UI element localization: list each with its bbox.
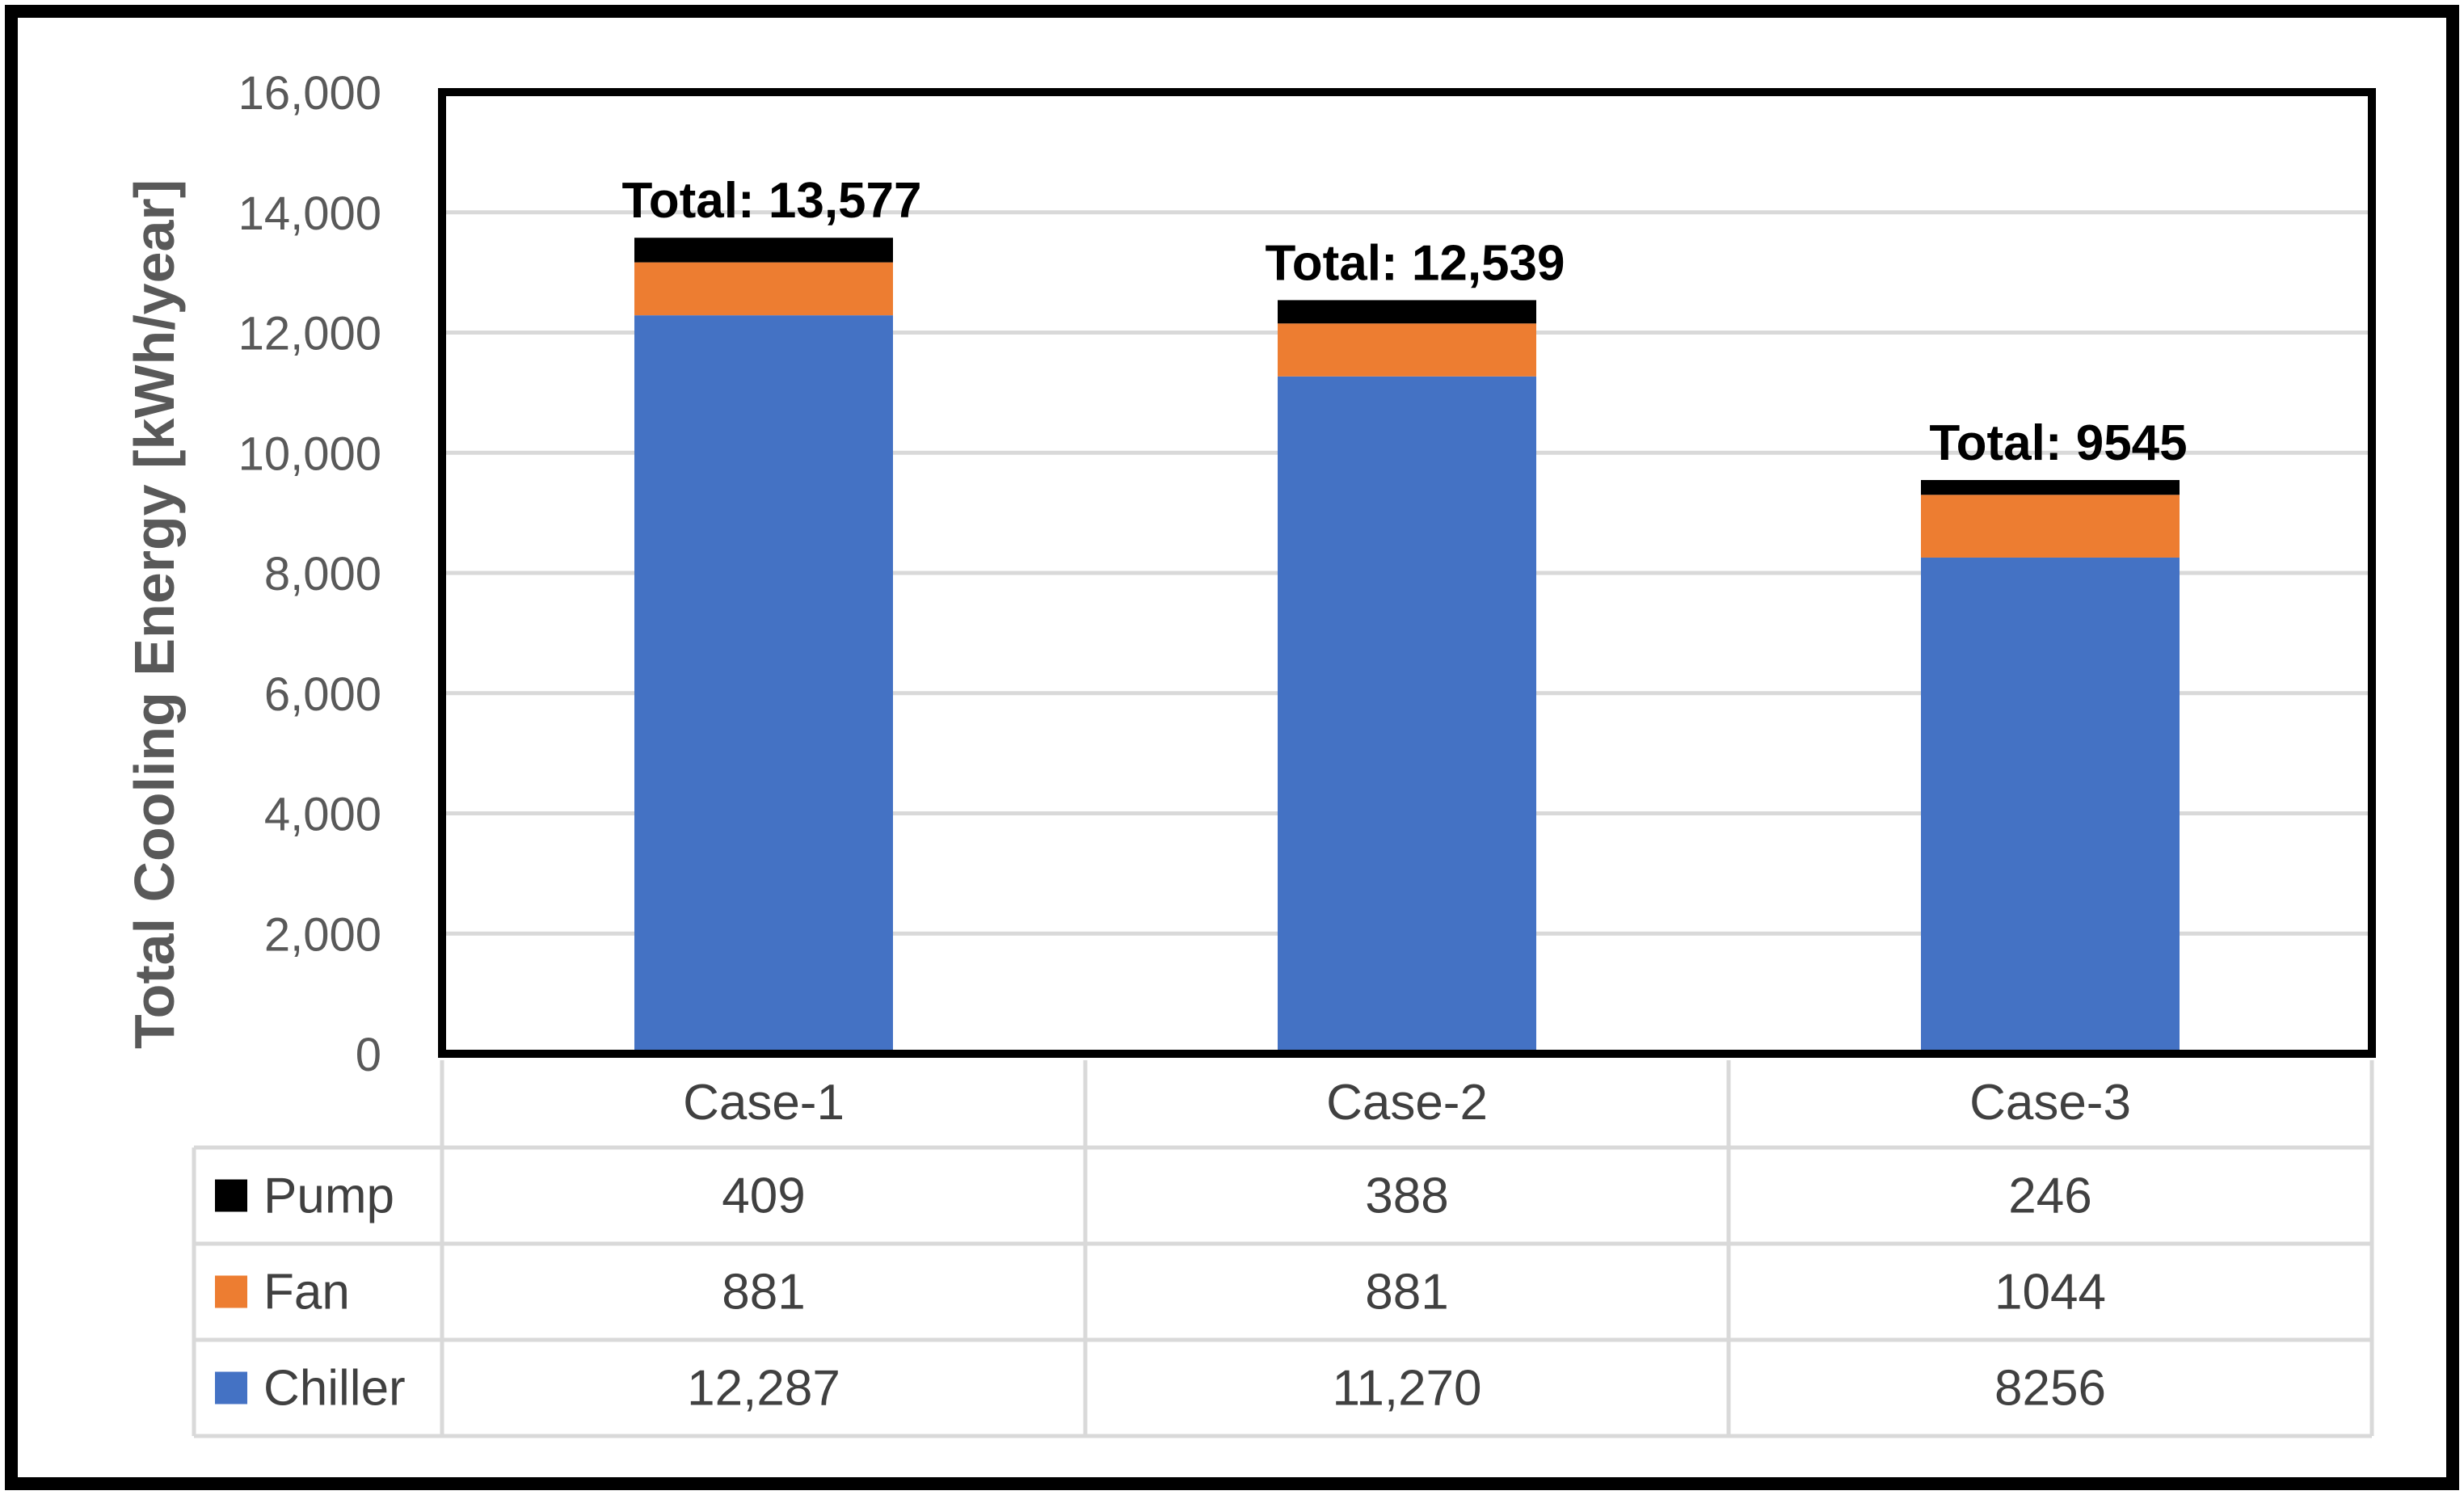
data-label: 388 xyxy=(1365,1169,1448,1224)
bar-chiller-case-2 xyxy=(1278,376,1536,1054)
legend-label-chiller: Chiller xyxy=(263,1361,406,1417)
y-tick-label: 14,000 xyxy=(238,187,381,240)
legend-label-pump: Pump xyxy=(263,1169,394,1224)
y-tick-label: 16,000 xyxy=(238,67,381,120)
bar-fan-case-3 xyxy=(1921,495,2180,558)
total-label-case-3: Total: 9545 xyxy=(1929,415,2187,471)
legend-label-fan: Fan xyxy=(263,1265,350,1320)
bars xyxy=(634,238,2180,1054)
bar-fan-case-1 xyxy=(634,262,893,316)
y-tick-label: 4,000 xyxy=(264,789,381,841)
total-label-case-1: Total: 13,577 xyxy=(621,173,921,229)
x-tick-label: Case-1 xyxy=(683,1075,844,1131)
y-tick-label: 2,000 xyxy=(264,908,381,961)
data-label: 12,287 xyxy=(687,1361,840,1417)
data-label: 8256 xyxy=(1994,1361,2106,1417)
bar-pump-case-2 xyxy=(1278,300,1536,324)
y-axis-label: Total Cooling Energy [kWh/year] xyxy=(123,179,186,1049)
x-tick-label: Case-2 xyxy=(1326,1075,1488,1131)
total-label-case-2: Total: 12,539 xyxy=(1265,235,1565,291)
bar-pump-case-1 xyxy=(634,238,893,263)
data-label: 246 xyxy=(2008,1169,2091,1224)
y-tick-label: 10,000 xyxy=(238,427,381,480)
bar-chiller-case-1 xyxy=(634,315,893,1054)
legend-swatch-pump xyxy=(215,1179,247,1212)
data-label: 1044 xyxy=(1994,1265,2106,1320)
bar-chiller-case-3 xyxy=(1921,557,2180,1054)
y-tick-label: 0 xyxy=(356,1029,381,1081)
y-tick-label: 12,000 xyxy=(238,308,381,360)
data-label: 881 xyxy=(1365,1265,1448,1320)
data-label: 881 xyxy=(722,1265,805,1320)
bar-fan-case-2 xyxy=(1278,323,1536,377)
data-table: Case-1 Case-2 Case-3 Pump 409 388 246 Fan 881 881… xyxy=(192,1060,2374,1438)
legend-swatch-fan xyxy=(215,1275,247,1308)
bar-pump-case-3 xyxy=(1921,480,2180,495)
legend-swatch-chiller xyxy=(215,1371,247,1404)
x-tick-label: Case-3 xyxy=(1969,1075,2131,1131)
data-label: 409 xyxy=(722,1169,805,1224)
data-label: 11,270 xyxy=(1332,1361,1481,1417)
y-tick-label: 6,000 xyxy=(264,668,381,721)
y-tick-label: 8,000 xyxy=(264,548,381,600)
y-axis: 0 2,000 4,000 6,000 8,000 10,000 12,000 14,000 1… xyxy=(238,67,381,1081)
total-labels: Total: 13,577 Total: 12,539 Total: 9545 xyxy=(621,173,2187,471)
plot-border xyxy=(438,88,2376,1058)
